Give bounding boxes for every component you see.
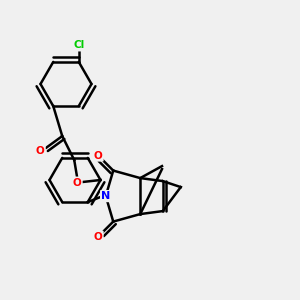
- Text: O: O: [73, 178, 82, 188]
- Text: O: O: [94, 151, 103, 160]
- Text: O: O: [36, 146, 45, 156]
- Text: O: O: [94, 232, 103, 242]
- Text: Cl: Cl: [73, 40, 84, 50]
- Text: N: N: [101, 191, 110, 201]
